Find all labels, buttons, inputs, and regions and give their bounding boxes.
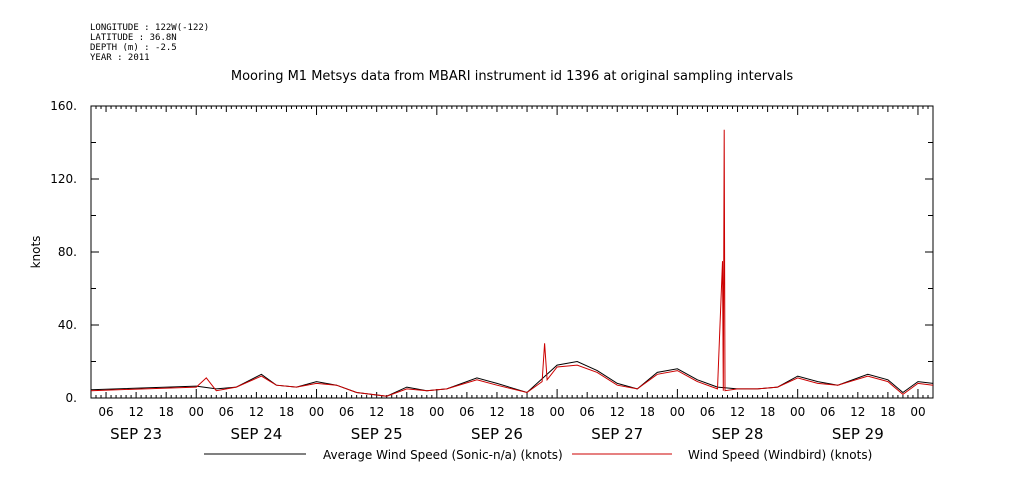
x-tick-label: 12 bbox=[489, 405, 504, 419]
x-tick-label: 12 bbox=[369, 405, 384, 419]
x-tick-label: 06 bbox=[339, 405, 354, 419]
x-tick-label: 00 bbox=[309, 405, 324, 419]
x-tick-label: 12 bbox=[850, 405, 865, 419]
x-day-label: SEP 24 bbox=[230, 425, 282, 443]
x-tick-label: 12 bbox=[610, 405, 625, 419]
x-tick-label: 12 bbox=[249, 405, 264, 419]
x-day-label: SEP 27 bbox=[591, 425, 643, 443]
legend-label-average: Average Wind Speed (Sonic-n/a) (knots) bbox=[323, 448, 563, 462]
x-day-label: SEP 23 bbox=[110, 425, 162, 443]
x-tick-label: 00 bbox=[670, 405, 685, 419]
meta-line: YEAR : 2011 bbox=[90, 53, 150, 63]
y-tick-label: 0. bbox=[66, 391, 77, 405]
metadata-block: LONGITUDE : 122W(-122) LATITUDE : 36.8N … bbox=[90, 23, 209, 63]
x-tick-label: 00 bbox=[910, 405, 925, 419]
x-tick-label: 06 bbox=[700, 405, 715, 419]
meta-line: DEPTH (m) : -2.5 bbox=[90, 43, 177, 53]
plot-frame bbox=[90, 105, 934, 399]
x-tick-label: 06 bbox=[820, 405, 835, 419]
x-tick-label: 06 bbox=[98, 405, 113, 419]
x-tick-label: 18 bbox=[519, 405, 534, 419]
x-axis: 06 12 18 00 06 12 18 00 06 12 18 00 06 12 18 00 06 12 18 00… bbox=[90, 106, 934, 443]
x-tick-label: 18 bbox=[760, 405, 775, 419]
x-tick-label: 00 bbox=[189, 405, 204, 419]
x-tick-label: 00 bbox=[429, 405, 444, 419]
x-tick-label: 00 bbox=[790, 405, 805, 419]
x-tick-label: 00 bbox=[549, 405, 564, 419]
x-day-label: SEP 25 bbox=[351, 425, 403, 443]
y-tick-label: 80. bbox=[58, 245, 77, 259]
x-tick-label: 06 bbox=[459, 405, 474, 419]
x-tick-label: 18 bbox=[880, 405, 895, 419]
series-windbird-wind-speed bbox=[90, 129, 934, 397]
x-day-label: SEP 26 bbox=[471, 425, 523, 443]
x-tick-label: 18 bbox=[279, 405, 294, 419]
x-tick-label: 18 bbox=[640, 405, 655, 419]
x-tick-label: 12 bbox=[128, 405, 143, 419]
x-day-label: SEP 29 bbox=[832, 425, 884, 443]
chart-title: Mooring M1 Metsys data from MBARI instru… bbox=[231, 69, 793, 84]
y-axis: 0. 40. 80. 120. 160. bbox=[50, 99, 933, 405]
legend-label-windbird: Wind Speed (Windbird) (knots) bbox=[688, 448, 872, 462]
series-layer bbox=[90, 129, 934, 397]
y-axis-title: knots bbox=[29, 236, 43, 269]
meta-line: LATITUDE : 36.8N bbox=[90, 33, 177, 43]
meta-line: LONGITUDE : 122W(-122) bbox=[90, 23, 209, 33]
legend: Average Wind Speed (Sonic-n/a) (knots) W… bbox=[204, 448, 872, 462]
x-tick-label: 18 bbox=[159, 405, 174, 419]
y-tick-label: 160. bbox=[50, 99, 77, 113]
x-day-label: SEP 28 bbox=[712, 425, 764, 443]
x-tick-label: 06 bbox=[219, 405, 234, 419]
x-tick-label: 06 bbox=[580, 405, 595, 419]
y-tick-label: 120. bbox=[50, 172, 77, 186]
x-tick-label: 18 bbox=[399, 405, 414, 419]
x-tick-label: 12 bbox=[730, 405, 745, 419]
y-tick-label: 40. bbox=[58, 318, 77, 332]
